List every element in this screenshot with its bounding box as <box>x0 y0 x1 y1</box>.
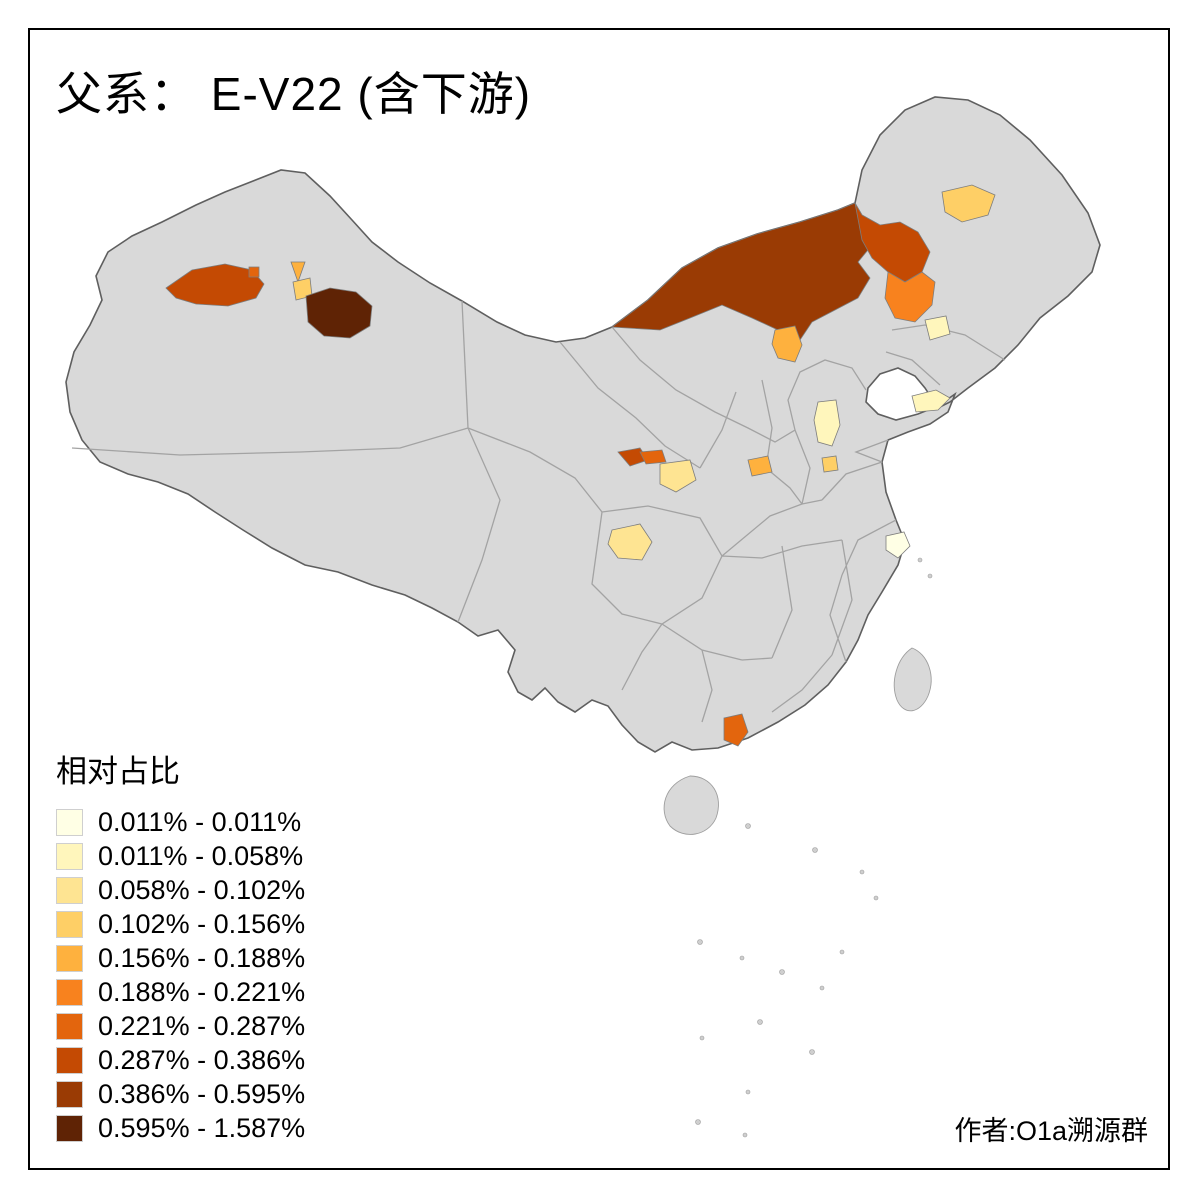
legend-row: 0.221% - 0.287% <box>56 1013 305 1040</box>
legend-row: 0.386% - 0.595% <box>56 1081 305 1108</box>
region-xinjiang-small-dark <box>248 266 260 278</box>
region-henan-orange-west <box>747 455 773 477</box>
region-hebei-orange <box>771 325 803 363</box>
legend-row: 0.011% - 0.058% <box>56 843 305 870</box>
legend-swatch <box>56 843 83 870</box>
legend-row: 0.058% - 0.102% <box>56 877 305 904</box>
region-shandong-pale <box>911 389 951 413</box>
legend-label: 0.011% - 0.011% <box>98 807 302 837</box>
legend-label: 0.102% - 0.156% <box>98 909 306 939</box>
author-credit: 作者:O1a溯源群 <box>954 1116 1148 1146</box>
legend-label: 0.386% - 0.595% <box>98 1079 306 1109</box>
legend-title: 相对占比 <box>56 754 180 789</box>
legend-swatch <box>56 809 83 836</box>
region-henan-orange-east <box>821 455 839 473</box>
legend-label: 0.156% - 0.188% <box>98 943 306 973</box>
region-shanxi-pale <box>813 399 841 447</box>
region-sichuan-pale <box>607 523 653 561</box>
legend-row: 0.102% - 0.156% <box>56 911 305 938</box>
legend-label: 0.058% - 0.102% <box>98 875 306 905</box>
legend-swatch <box>56 1115 83 1142</box>
legend-label: 0.595% - 1.587% <box>98 1113 306 1143</box>
region-inner-mongolia-northeast <box>854 202 931 283</box>
legend-label: 0.011% - 0.058% <box>98 841 304 871</box>
page-title: 父系： E-V22 (含下游) <box>56 68 532 120</box>
region-liaoning-pale <box>924 315 951 341</box>
south-china-sea-islands <box>695 557 933 1138</box>
legend-swatch <box>56 979 83 1006</box>
legend-label: 0.188% - 0.221% <box>98 977 306 1007</box>
legend-row: 0.287% - 0.386% <box>56 1047 305 1074</box>
legend-swatch <box>56 1013 83 1040</box>
region-inner-mongolia <box>610 202 881 341</box>
legend-swatch <box>56 1047 83 1074</box>
region-guangdong-orange <box>723 713 749 747</box>
legend-label: 0.221% - 0.287% <box>98 1011 306 1041</box>
hainan-island <box>663 775 719 835</box>
region-northeast-orange <box>884 271 936 323</box>
legend-swatch <box>56 911 83 938</box>
legend-row: 0.595% - 1.587% <box>56 1115 305 1142</box>
region-gansu-red <box>639 449 667 465</box>
region-xinjiang-dark <box>305 287 373 339</box>
region-xinjiang-triangle <box>290 261 306 284</box>
legend-row: 0.156% - 0.188% <box>56 945 305 972</box>
legend-row: 0.011% - 0.011% <box>56 809 305 836</box>
legend-row: 0.188% - 0.221% <box>56 979 305 1006</box>
taiwan-island <box>893 647 932 712</box>
region-gansu-pale <box>659 459 697 493</box>
legend: 相对占比 0.011% - 0.011% 0.011% - 0.058% 0.0… <box>56 746 305 1149</box>
legend-swatch <box>56 1081 83 1108</box>
region-northeast-pale <box>941 184 996 223</box>
legend-swatch <box>56 877 83 904</box>
legend-label: 0.287% - 0.386% <box>98 1045 306 1075</box>
legend-swatch <box>56 945 83 972</box>
region-xinjiang-west <box>165 263 265 307</box>
region-shanghai-pale <box>885 531 911 559</box>
